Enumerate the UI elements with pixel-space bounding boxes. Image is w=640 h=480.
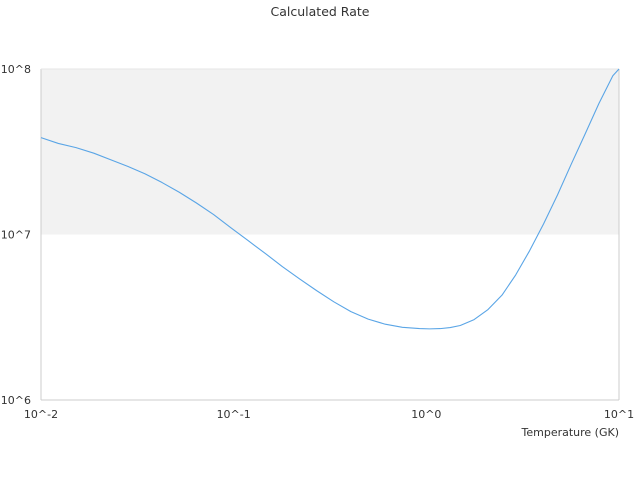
y-tick-label: 10^8	[1, 63, 31, 76]
axes	[40, 68, 620, 401]
series-layer	[40, 68, 620, 330]
x-tick-label: 10^-1	[217, 408, 251, 421]
y-tick-label: 10^6	[1, 394, 31, 407]
x-tick-label: 10^0	[411, 408, 441, 421]
plot-band-0	[41, 69, 619, 235]
y-tick-label: 10^7	[1, 229, 31, 242]
chart-title: Calculated Rate	[271, 4, 370, 19]
x-tick-label: 10^-2	[24, 408, 58, 421]
tick-labels: 10^-2 10^-1 10^0 10^1 10^6 10^7 10^8	[1, 63, 634, 421]
band-layer	[41, 69, 619, 235]
x-tick-label: 10^1	[604, 408, 634, 421]
series-line-0	[40, 68, 620, 330]
x-axis-label: Temperature (GK)	[521, 426, 620, 439]
